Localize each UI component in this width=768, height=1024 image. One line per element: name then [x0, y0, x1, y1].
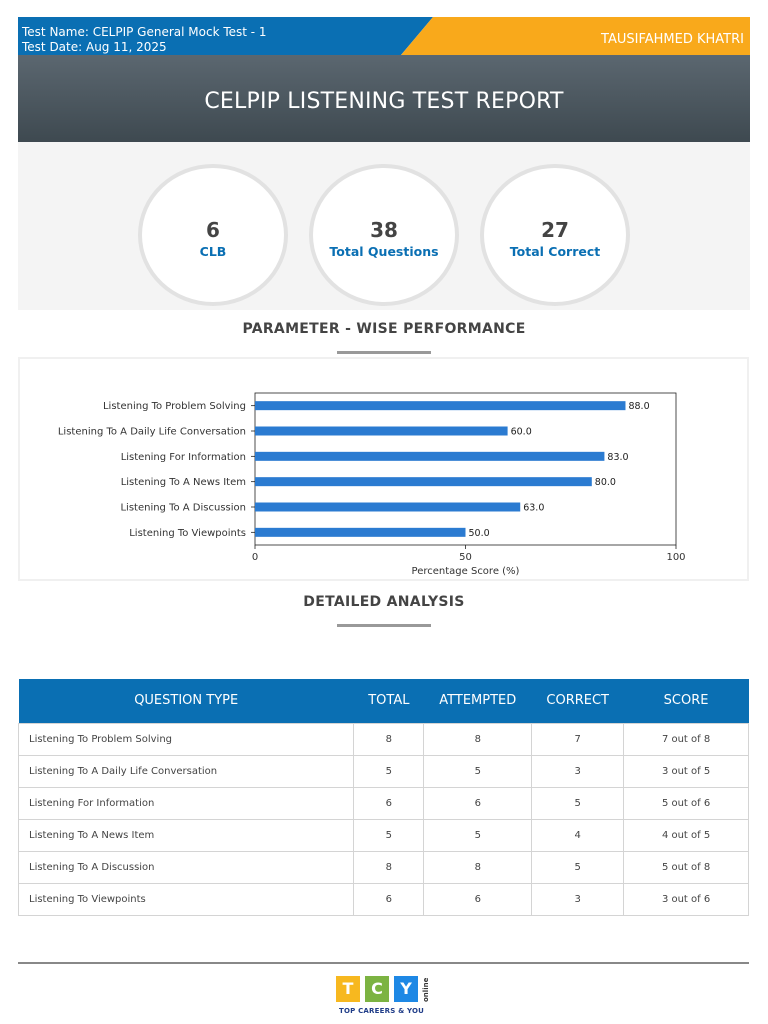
- table-row: Listening To A News Item 5 5 4 4 out of …: [17, 818, 749, 852]
- cell-total: 8: [353, 850, 425, 884]
- cell-question-type: Listening To A News Item: [17, 818, 355, 852]
- table-row: Listening To A Discussion 8 8 5 5 out of…: [17, 850, 749, 884]
- section-divider: [337, 624, 431, 627]
- cell-correct: 7: [531, 722, 625, 756]
- performance-chart: 88.0 Listening To Problem Solving 60.0 List…: [18, 357, 749, 581]
- test-info-panel: [18, 17, 433, 55]
- category-label: Listening To A News Item: [121, 477, 246, 488]
- table-row: Listening To A Daily Life Conversation 5…: [17, 754, 749, 788]
- bar: [255, 426, 508, 436]
- stat-clb: 6 CLB: [138, 164, 288, 306]
- table-header-row: QUESTION TYPE TOTAL ATTEMPTED CORRECT SC…: [18, 679, 749, 723]
- category-label: Listening For Information: [121, 452, 246, 463]
- bar-chart-svg: 88.0 Listening To Problem Solving 60.0 List…: [58, 392, 686, 577]
- bar-value-label: 80.0: [595, 477, 616, 488]
- analysis-table: QUESTION TYPE TOTAL ATTEMPTED CORRECT SC…: [17, 679, 749, 916]
- cell-attempted: 6: [423, 786, 533, 820]
- stat-label: CLB: [199, 244, 227, 259]
- cell-attempted: 8: [423, 850, 533, 884]
- table-row: Listening For Information 6 6 5 5 out of…: [17, 786, 749, 820]
- logo-letter-y: Y: [394, 976, 418, 1002]
- x-tick-label: 100: [666, 552, 685, 563]
- cell-score: 7 out of 8: [623, 722, 749, 756]
- parameter-performance-title: PARAMETER - WISE PERFORMANCE: [242, 321, 526, 337]
- report-title: CELPIP LISTENING TEST REPORT: [204, 89, 564, 114]
- logo-tagline: TOP CAREERS & YOU: [339, 1007, 425, 1015]
- user-name-panel: [401, 17, 750, 55]
- x-axis-label: Percentage Score (%): [412, 566, 520, 577]
- report-header: CELPIP LISTENING TEST REPORT: [18, 55, 750, 142]
- header-correct: CORRECT: [531, 679, 624, 723]
- cell-score: 3 out of 6: [623, 882, 749, 916]
- cell-question-type: Listening To A Discussion: [17, 850, 355, 884]
- cell-question-type: Listening To Viewpoints: [17, 882, 355, 916]
- cell-score: 5 out of 6: [623, 786, 749, 820]
- logo-letter-t: T: [336, 976, 360, 1002]
- bar: [255, 502, 521, 512]
- bar-value-label: 60.0: [511, 427, 532, 438]
- cell-correct: 5: [531, 786, 625, 820]
- stat-value: 6: [206, 218, 220, 242]
- summary-stats: 6 CLB 38 Total Questions 27 Total Correc…: [18, 142, 750, 310]
- table-row: Listening To Problem Solving 8 8 7 7 out…: [17, 722, 749, 756]
- cell-correct: 3: [531, 882, 625, 916]
- cell-correct: 5: [531, 850, 625, 884]
- cell-total: 6: [353, 882, 425, 916]
- stat-total-correct: 27 Total Correct: [480, 164, 630, 306]
- bar-value-label: 83.0: [607, 452, 628, 463]
- stat-value: 38: [370, 218, 398, 242]
- cell-question-type: Listening For Information: [17, 786, 355, 820]
- section-divider: [337, 351, 431, 354]
- stat-label: Total Questions: [329, 244, 439, 259]
- detailed-analysis-title: DETAILED ANALYSIS: [303, 594, 465, 610]
- x-tick-label: 0: [252, 552, 258, 563]
- category-label: Listening To Problem Solving: [103, 401, 246, 412]
- table-row: Listening To Viewpoints 6 6 3 3 out of 6: [17, 882, 749, 916]
- bar-value-label: 63.0: [523, 503, 544, 514]
- cell-question-type: Listening To Problem Solving: [17, 722, 355, 756]
- cell-score: 5 out of 8: [623, 850, 749, 884]
- cell-correct: 3: [531, 754, 625, 788]
- category-label: Listening To A Daily Life Conversation: [58, 427, 246, 438]
- header-question-type: QUESTION TYPE: [18, 679, 354, 723]
- stat-total-questions: 38 Total Questions: [309, 164, 459, 306]
- category-label: Listening To Viewpoints: [129, 528, 246, 539]
- test-date: Test Date: Aug 11, 2025: [22, 40, 167, 54]
- cell-question-type: Listening To A Daily Life Conversation: [17, 754, 355, 788]
- bar: [255, 451, 605, 461]
- cell-score: 3 out of 5: [623, 754, 749, 788]
- logo-online: online: [422, 977, 430, 1002]
- stat-value: 27: [541, 218, 569, 242]
- cell-total: 6: [353, 786, 425, 820]
- cell-attempted: 6: [423, 882, 533, 916]
- cell-score: 4 out of 5: [623, 818, 749, 852]
- bar: [255, 401, 626, 411]
- bar-value-label: 88.0: [628, 401, 649, 412]
- top-info-bar: Test Name: CELPIP General Mock Test - 1 …: [18, 17, 750, 55]
- cell-total: 5: [353, 754, 425, 788]
- header-attempted: ATTEMPTED: [423, 679, 532, 723]
- category-label: Listening To A Discussion: [120, 503, 246, 514]
- footer-divider: [18, 962, 749, 964]
- x-tick-label: 50: [459, 552, 472, 563]
- bar: [255, 527, 466, 537]
- stat-label: Total Correct: [509, 244, 601, 259]
- bar-value-label: 50.0: [469, 528, 490, 539]
- header-total: TOTAL: [353, 679, 424, 723]
- test-info: Test Name: CELPIP General Mock Test - 1 …: [22, 25, 267, 55]
- header-score: SCORE: [623, 679, 749, 723]
- cell-attempted: 8: [423, 722, 533, 756]
- bar: [255, 477, 592, 487]
- test-name: Test Name: CELPIP General Mock Test - 1: [22, 25, 267, 39]
- cell-correct: 4: [531, 818, 625, 852]
- user-name: TAUSIFAHMED KHATRI: [601, 32, 744, 47]
- tcy-logo: T C Y online TOP CAREERS & YOU: [336, 976, 436, 1020]
- cell-total: 8: [353, 722, 425, 756]
- plot-frame: [254, 392, 677, 546]
- cell-attempted: 5: [423, 818, 533, 852]
- cell-attempted: 5: [423, 754, 533, 788]
- logo-letter-c: C: [365, 976, 389, 1002]
- cell-total: 5: [353, 818, 425, 852]
